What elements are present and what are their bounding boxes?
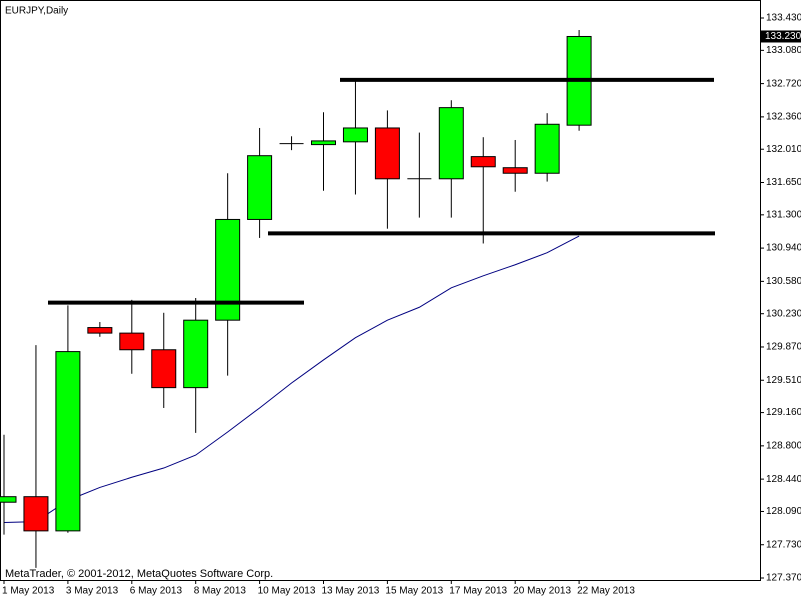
x-tick-label: 22 May 2013 (577, 586, 635, 597)
chart-title: EURJPY,Daily (5, 6, 68, 17)
y-tick-label: 129.510 (766, 375, 801, 386)
candle-body (342, 127, 368, 143)
y-tick-label: 128.440 (766, 474, 801, 485)
y-tick-label: 130.580 (766, 276, 801, 287)
candle-body (0, 496, 17, 503)
y-tick-label: 133.430 (766, 13, 801, 24)
x-tick-label: 17 May 2013 (449, 586, 507, 597)
x-tick-label: 15 May 2013 (385, 586, 443, 597)
y-tick-label: 131.300 (766, 209, 801, 220)
y-tick-label: 133.080 (766, 45, 801, 56)
x-tick-label: 10 May 2013 (258, 586, 316, 597)
y-tick-label: 128.800 (766, 440, 801, 451)
y-tick-label: 128.090 (766, 506, 801, 517)
x-tick-label: 13 May 2013 (322, 586, 380, 597)
x-tick-label: 6 May 2013 (130, 586, 183, 597)
y-tick-label: 130.230 (766, 308, 801, 319)
candle-body (23, 496, 49, 532)
candle-body (502, 167, 528, 174)
y-tick-label: 132.720 (766, 78, 801, 89)
moving-average (3, 235, 580, 524)
x-tick-label: 1 May 2013 (2, 586, 55, 597)
candle-body (87, 327, 113, 334)
candle-body (311, 140, 336, 146)
x-tick-label: 20 May 2013 (513, 586, 571, 597)
candle-body (215, 218, 241, 321)
y-tick-label: 132.010 (766, 144, 801, 155)
candle-body (55, 351, 81, 532)
candle-body (438, 107, 464, 180)
y-tick-label: 130.940 (766, 243, 801, 254)
last-price-label: 133.230 (765, 31, 801, 42)
x-tick-label: 8 May 2013 (194, 586, 247, 597)
x-tick-label: 3 May 2013 (66, 586, 119, 597)
y-tick-label: 129.160 (766, 407, 801, 418)
footer: MetaTrader, © 2001-2012, MetaQuotes Soft… (5, 568, 273, 580)
candle-body (374, 127, 400, 180)
y-tick-label: 131.650 (766, 177, 801, 188)
candle-body (119, 332, 145, 351)
candle-body (151, 349, 177, 389)
y-tick-label: 127.730 (766, 539, 801, 550)
candle-body (183, 319, 209, 389)
last-price-box (761, 30, 801, 43)
candle-body (534, 123, 560, 174)
candle-body (470, 156, 496, 168)
y-tick-label: 127.370 (766, 573, 801, 584)
plot-frame (0, 0, 761, 581)
y-tick-label: 132.360 (766, 112, 801, 123)
candle-body (247, 155, 273, 220)
y-tick-label: 129.870 (766, 342, 801, 353)
